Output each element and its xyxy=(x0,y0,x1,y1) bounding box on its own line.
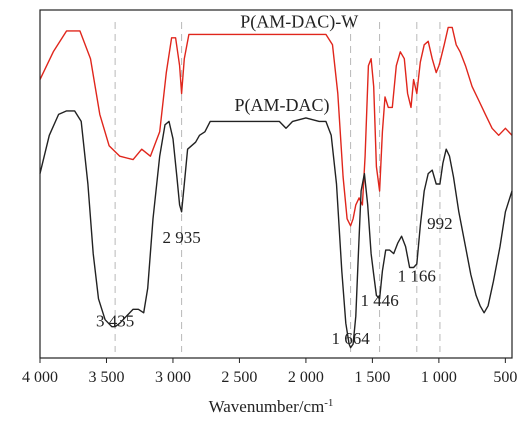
peak-label: 2 935 xyxy=(162,228,200,247)
x-tick-label: 3 000 xyxy=(155,369,191,386)
series-label-pamdac: P(AM-DAC) xyxy=(234,95,329,116)
series-labels: P(AM-DAC)-W P(AM-DAC) xyxy=(234,11,358,116)
peak-label: 1 166 xyxy=(398,266,436,285)
plot-frame xyxy=(39,9,513,359)
x-axis-label: Wavenumber/cm-1 xyxy=(209,397,334,416)
series-line-pamdac xyxy=(39,110,513,349)
series-line-pamdac-w xyxy=(39,26,513,227)
peak-label: 1 664 xyxy=(331,329,370,348)
x-tick-label: 2 000 xyxy=(288,369,324,386)
x-tick-label: 1 500 xyxy=(354,369,390,386)
x-tick-label: 500 xyxy=(493,369,517,386)
x-tick-label: 4 000 xyxy=(22,369,58,386)
x-axis-ticks: 4 000 3 500 3 000 2 500 2 000 1 500 1 000 500 xyxy=(22,358,517,386)
peak-label: 1 446 xyxy=(360,291,398,310)
peak-label: 3 435 xyxy=(96,312,134,331)
x-tick-label: 1 000 xyxy=(421,369,457,386)
series-layer xyxy=(39,26,513,349)
x-tick-label: 3 500 xyxy=(88,369,124,386)
series-label-pamdac-w: P(AM-DAC)-W xyxy=(240,11,358,32)
peak-label: 992 xyxy=(427,214,453,233)
x-tick-label: 2 500 xyxy=(221,369,257,386)
reference-lines xyxy=(114,22,441,352)
